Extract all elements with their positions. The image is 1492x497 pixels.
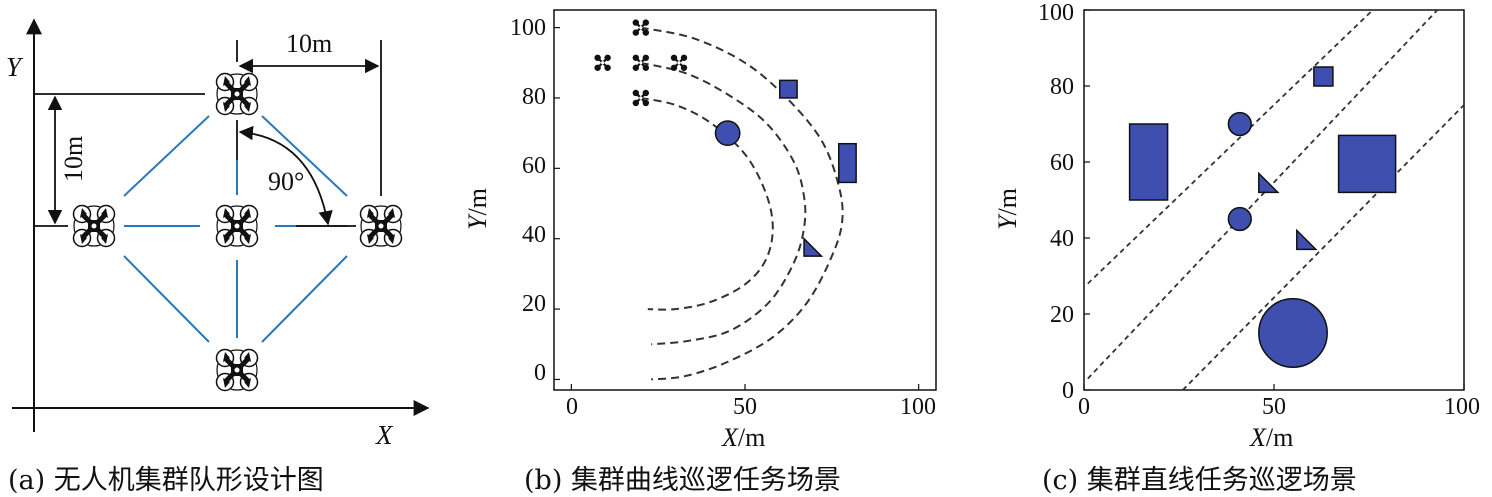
y-axis-title-c: Y/m bbox=[993, 188, 1022, 230]
y-tick-label: 20 bbox=[1050, 302, 1074, 328]
circle-obstacle bbox=[1227, 111, 1252, 137]
uav-icon bbox=[631, 53, 651, 73]
y-tick-label: 20 bbox=[522, 291, 546, 317]
y-tick-label: 80 bbox=[1050, 74, 1074, 100]
caption-a: (a) 无人机集群队形设计图 bbox=[8, 465, 324, 496]
triangle-obstacle bbox=[1296, 228, 1318, 251]
patrol-line bbox=[1182, 104, 1465, 391]
caption-c: (c) 集群直线任务巡逻场景 bbox=[1042, 465, 1357, 496]
uav-left bbox=[74, 206, 115, 247]
uav-center bbox=[217, 206, 258, 247]
x-axis-label: X bbox=[375, 420, 394, 450]
y-tick-label: 60 bbox=[1050, 150, 1074, 176]
uav-icon bbox=[669, 53, 689, 73]
y-tick-label: 60 bbox=[522, 153, 546, 179]
x-tick-label: 100 bbox=[1444, 394, 1480, 420]
y-tick-label: 40 bbox=[522, 222, 546, 248]
square-obstacle bbox=[1313, 66, 1334, 87]
panel-c-line-patrol-chart: 0 50 100 0 20 40 60 80 100 X/m Y/m bbox=[993, 0, 1480, 452]
y-axis-label: Y bbox=[6, 52, 24, 82]
dimension-lines bbox=[34, 40, 382, 227]
circle-obstacle bbox=[714, 120, 741, 147]
x-tick-label: 0 bbox=[1078, 394, 1090, 420]
y-tick-label: 100 bbox=[1038, 0, 1074, 26]
rect-obstacle bbox=[838, 142, 857, 184]
x-tick-label: 0 bbox=[566, 394, 578, 420]
patrol-paths-b bbox=[640, 26, 844, 381]
rect-obstacle bbox=[1128, 123, 1169, 201]
y-axis-title-b: Y/m bbox=[463, 188, 492, 230]
panel-a-formation-diagram: Y X 10m 10m 90° bbox=[6, 18, 430, 450]
circle-obstacle bbox=[1227, 206, 1252, 232]
uav-icon bbox=[631, 18, 651, 37]
patrol-path bbox=[640, 97, 774, 311]
y-tick-label: 40 bbox=[1050, 226, 1074, 252]
uav-bottom bbox=[217, 350, 258, 391]
uav-top bbox=[217, 74, 258, 115]
y-tick-label: 80 bbox=[522, 84, 546, 110]
square-obstacle bbox=[778, 79, 798, 99]
patrol-line bbox=[1087, 9, 1374, 285]
triangle-obstacle bbox=[1258, 171, 1280, 194]
tick-marks-c bbox=[1083, 9, 1465, 391]
y-tick-label: 0 bbox=[534, 360, 546, 386]
patrol-path bbox=[640, 61, 807, 346]
rect-obstacle bbox=[1337, 134, 1397, 194]
plot-frame-b bbox=[553, 9, 937, 391]
angle-label: 90° bbox=[268, 167, 304, 196]
patrol-line bbox=[1087, 9, 1439, 380]
triangle-obstacle bbox=[803, 236, 824, 257]
circle-obstacle bbox=[1258, 298, 1328, 368]
y-tick-label: 100 bbox=[510, 15, 546, 41]
vertical-dimension-label: 10m bbox=[59, 136, 88, 182]
x-axis-title-c: X/m bbox=[1249, 423, 1293, 452]
tick-marks-b bbox=[554, 26, 920, 390]
x-tick-label: 100 bbox=[900, 394, 936, 420]
patrol-path bbox=[640, 26, 844, 381]
panel-b-curve-patrol-chart: 0 50 100 0 20 40 60 80 100 X/m Y/m bbox=[463, 9, 937, 452]
obstacles-b bbox=[714, 79, 857, 257]
patrol-lines-c bbox=[1087, 9, 1465, 391]
uav-icon bbox=[593, 53, 612, 73]
x-tick-label: 50 bbox=[1262, 394, 1286, 420]
x-axis-title-b: X/m bbox=[721, 423, 765, 452]
caption-b: (b) 集群曲线巡逻任务场景 bbox=[524, 465, 841, 496]
y-tick-label: 0 bbox=[1062, 378, 1074, 404]
obstacles-c bbox=[1128, 66, 1397, 368]
x-tick-label: 50 bbox=[733, 394, 757, 420]
horizontal-dimension-label: 10m bbox=[286, 29, 332, 58]
uav-right bbox=[361, 206, 402, 247]
